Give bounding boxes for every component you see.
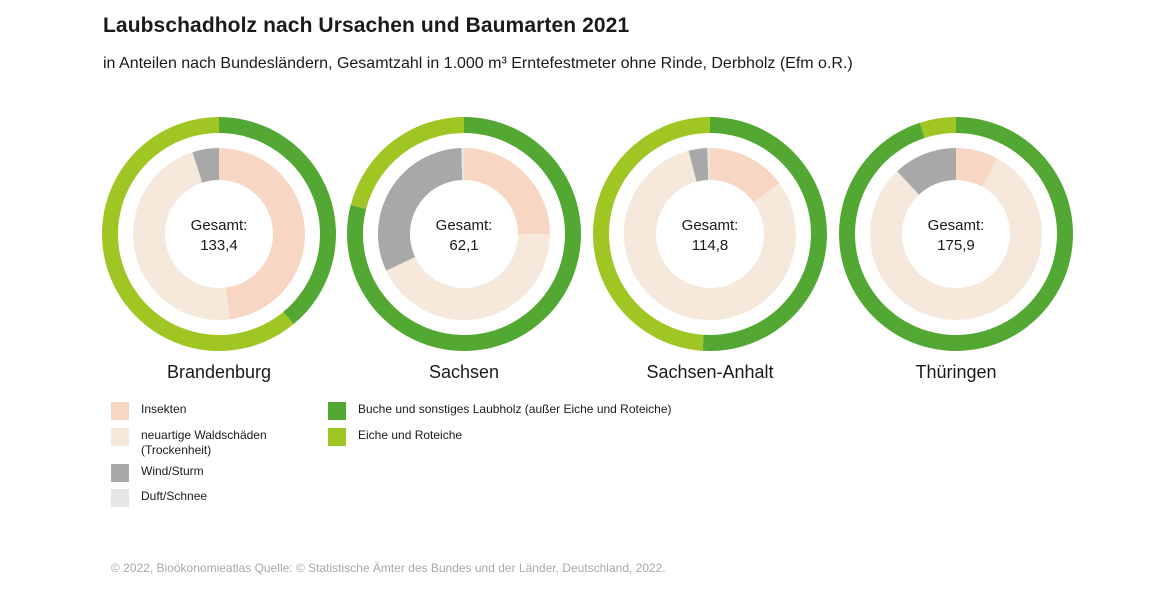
region-label-brandenburg: Brandenburg: [167, 362, 271, 382]
species-brandenburg-slice-buche: [219, 117, 337, 325]
total-value-sachsen: 62,1: [449, 237, 478, 254]
chart-title: Laubschadholz nach Ursachen und Baumarte…: [103, 14, 630, 37]
cause-thueringen-slice-wind: [897, 148, 956, 195]
legend-swatch-duft: [111, 489, 129, 507]
species-sachsen-slice-eiche: [350, 117, 464, 209]
total-label-sachsen-anhalt: Gesamt:: [682, 217, 739, 234]
legend-label-eiche: Eiche und Roteiche: [358, 428, 463, 442]
legend-item-wind: Wind/Sturm: [111, 464, 204, 482]
cause-thueringen-slice-insekten: [956, 148, 998, 187]
cause-sachsen-anhalt-slice-wind: [688, 148, 709, 182]
legend-item-trockenheit: neuartige Waldschäden (Trockenheit): [111, 428, 267, 458]
species-sachsen-anhalt-slice-eiche: [592, 117, 710, 351]
legend-swatch-trockenheit: [111, 428, 129, 446]
donut-thueringen: Gesamt: 175,9 Thüringen: [839, 117, 1073, 382]
legend-item-eiche: Eiche und Roteiche: [328, 428, 462, 446]
source-footer: © 2022, Bioökonomieatlas Quelle: © Stati…: [111, 561, 666, 575]
legend-item-insekten: Insekten: [111, 402, 186, 420]
total-label-brandenburg: Gesamt:: [191, 217, 248, 234]
total-value-brandenburg: 133,4: [200, 237, 238, 254]
legend-swatch-eiche: [328, 428, 346, 446]
species-sachsen-anhalt-slice-buche: [702, 117, 827, 351]
legend-sublabel-trockenheit: (Trockenheit): [141, 443, 212, 457]
cause-sachsen-slice-insekten: [464, 148, 550, 234]
legend-swatch-insekten: [111, 402, 129, 420]
total-value-sachsen-anhalt: 114,8: [692, 237, 728, 254]
cause-brandenburg-slice-trockenheit: [133, 152, 230, 320]
total-label-thueringen: Gesamt:: [928, 217, 985, 234]
legend-label-wind: Wind/Sturm: [141, 464, 204, 478]
cause-sachsen-anhalt-slice-trockenheit: [624, 150, 796, 320]
legend-label-duft: Duft/Schnee: [141, 489, 208, 503]
cause-thueringen-slice-trockenheit: [870, 158, 1042, 321]
cause-sachsen-slice-wind: [378, 148, 463, 271]
cause-brandenburg-slice-insekten: [219, 148, 306, 320]
chart-subtitle: in Anteilen nach Bundesländern, Gesamtza…: [103, 55, 853, 72]
region-label-sachsen: Sachsen: [429, 362, 499, 382]
donut-charts: Gesamt: 133,4 Brandenburg Gesamt: 62,1 Sachse…: [102, 117, 1073, 382]
cause-sachsen-anhalt-slice-insekten: [710, 148, 780, 203]
legend-swatch-wind: [111, 464, 129, 482]
cause-sachsen-slice-trockenheit: [386, 234, 550, 320]
legend-swatch-buche: [328, 402, 346, 420]
legend-item-duft: Duft/Schnee: [111, 489, 207, 507]
species-brandenburg-slice-eiche: [102, 117, 294, 351]
cause-sachsen-anhalt-slice-duft: [707, 148, 710, 181]
legend-label-buche: Buche und sonstiges Laubholz (außer Eich…: [358, 402, 672, 416]
legend-label-trockenheit: neuartige Waldschäden: [141, 428, 267, 442]
cause-sachsen-slice-duft: [461, 148, 464, 181]
total-value-thueringen: 175,9: [937, 237, 975, 254]
legend-item-buche: Buche und sonstiges Laubholz (außer Eich…: [328, 402, 672, 420]
cause-brandenburg-slice-wind: [192, 148, 219, 183]
donut-brandenburg: Gesamt: 133,4 Brandenburg: [102, 117, 337, 382]
donut-sachsen: Gesamt: 62,1 Sachsen: [347, 117, 582, 382]
region-label-sachsen-anhalt: Sachsen-Anhalt: [646, 362, 773, 382]
region-label-thueringen: Thüringen: [915, 362, 996, 382]
species-thueringen-slice-eiche: [919, 117, 956, 138]
total-label-sachsen: Gesamt:: [436, 217, 493, 234]
donut-sachsen-anhalt: Gesamt: 114,8 Sachsen-Anhalt: [592, 117, 827, 382]
legend-label-insekten: Insekten: [141, 402, 187, 416]
